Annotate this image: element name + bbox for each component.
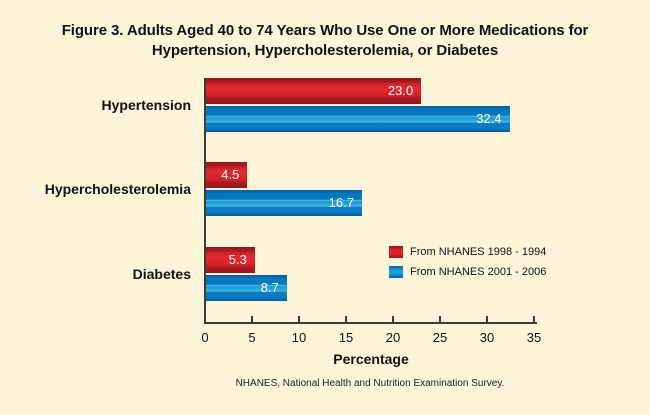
legend-item-nhanes-1998-1994: From NHANES 1998 - 1994 — [389, 245, 546, 259]
bar: 32.4 — [205, 106, 510, 132]
legend-swatch-blue-icon — [389, 266, 403, 278]
legend: From NHANES 1998 - 1994 From NHANES 2001… — [389, 245, 546, 285]
x-axis-title: Percentage — [333, 351, 409, 367]
x-axis-tick-mark — [486, 316, 488, 322]
bar: 5.3 — [205, 246, 255, 273]
legend-label-2: From NHANES 2001 - 2006 — [410, 266, 547, 278]
category-label: Hypertension — [101, 97, 191, 113]
legend-item-nhanes-2001-2006: From NHANES 2001 - 2006 — [389, 265, 546, 279]
bar: 8.7 — [205, 274, 287, 301]
x-axis-tick-label: 0 — [201, 330, 209, 345]
figure-title: Figure 3. Adults Aged 40 to 74 Years Who… — [0, 21, 650, 61]
x-axis-tick-mark — [251, 316, 253, 322]
x-axis-tick-label: 10 — [291, 330, 307, 345]
category-label: Hypercholesterolemia — [44, 181, 191, 197]
x-axis-tick-label: 30 — [479, 330, 495, 345]
x-axis-tick-mark — [392, 316, 394, 322]
category-label: Diabetes — [132, 265, 191, 282]
x-axis-tick-label: 20 — [385, 330, 401, 345]
x-axis-tick-mark — [439, 316, 441, 322]
x-axis-line — [204, 322, 537, 324]
bar-value-label: 5.3 — [228, 251, 247, 267]
x-axis-tick-mark — [533, 316, 535, 322]
x-axis-tick-mark — [298, 316, 300, 322]
y-axis-line — [204, 78, 206, 324]
x-axis-tick-label: 5 — [248, 330, 256, 345]
bar-value-label: 32.4 — [476, 111, 502, 126]
legend-swatch-red-icon — [389, 246, 403, 258]
legend-label-1: From NHANES 1998 - 1994 — [410, 246, 547, 258]
bar-value-label: 23.0 — [387, 83, 414, 98]
bar: 4.5 — [205, 162, 248, 188]
footnote: NHANES, National Health and Nutrition Ex… — [235, 378, 505, 389]
bar-value-label: 8.7 — [260, 279, 279, 295]
bar-value-label: 16.7 — [328, 195, 354, 210]
bar: 16.7 — [205, 190, 362, 216]
figure-title-line2: Hypertension, Hypercholesterolemia, or D… — [151, 42, 499, 59]
x-axis-tick-label: 25 — [432, 330, 448, 345]
bar-value-label: 4.5 — [221, 167, 240, 182]
figure-title-line1: Figure 3. Adults Aged 40 to 74 Years Who… — [61, 22, 589, 39]
bar: 23.0 — [205, 78, 422, 104]
x-axis-tick-mark — [345, 316, 347, 322]
x-axis-tick-label: 15 — [338, 330, 354, 345]
x-axis-tick-label: 35 — [526, 330, 542, 345]
